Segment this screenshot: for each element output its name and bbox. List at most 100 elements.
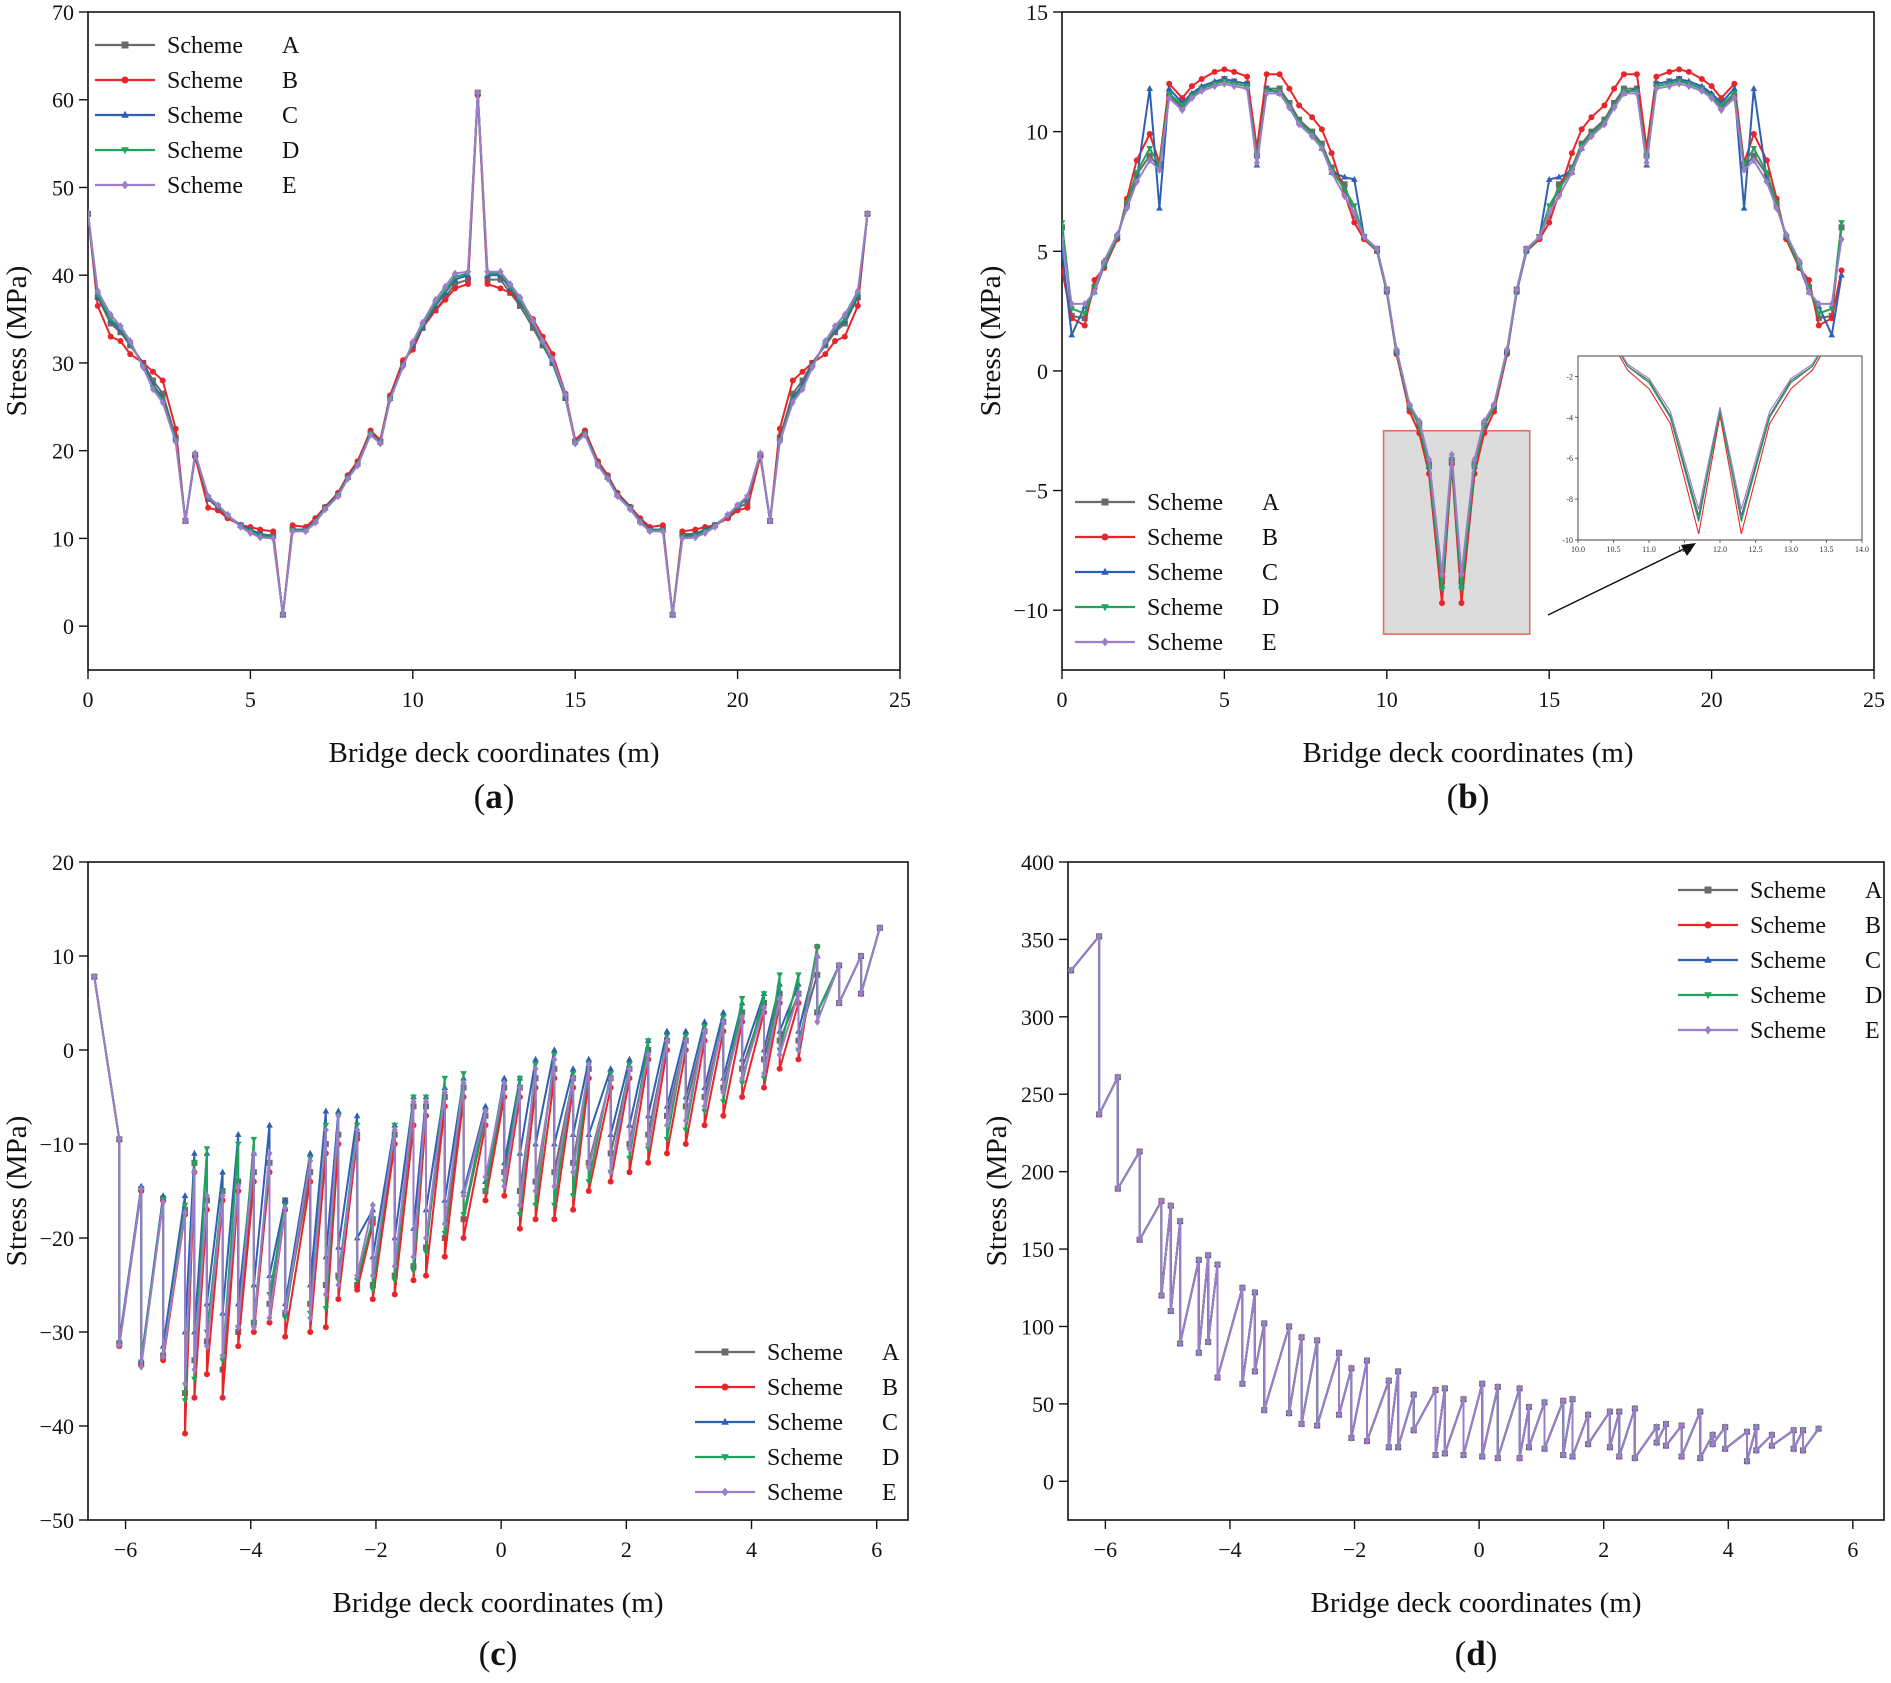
- data-point: [1685, 82, 1692, 91]
- legend-label: Scheme: [1147, 525, 1223, 551]
- data-point: [1708, 83, 1715, 90]
- data-point: [1348, 1434, 1355, 1442]
- data-point: [682, 1036, 689, 1045]
- data-point: [832, 329, 839, 336]
- legend-letter: D: [282, 138, 299, 164]
- data-point: [419, 318, 426, 327]
- inset-y-tick-label: -6: [1566, 454, 1573, 463]
- y-tick-label: −20: [40, 1226, 74, 1251]
- data-point: [116, 1135, 123, 1144]
- data-point: [814, 952, 821, 960]
- data-point: [400, 362, 407, 371]
- data-point: [1790, 1426, 1797, 1435]
- legend: Scheme A Scheme B Scheme C Scheme D Scheme E: [1075, 490, 1280, 656]
- data-point: [149, 377, 156, 384]
- data-point: [149, 368, 156, 375]
- data-point: [585, 1055, 593, 1062]
- data-point: [1166, 80, 1173, 87]
- data-point: [410, 1252, 417, 1261]
- plot-area: [90, 923, 884, 1437]
- data-point: [441, 1230, 449, 1237]
- data-point: [250, 1323, 257, 1332]
- data-point: [646, 527, 653, 536]
- data-point: [594, 461, 601, 470]
- data-point: [1146, 156, 1153, 165]
- y-tick-label: 10: [52, 526, 74, 551]
- data-point: [720, 1088, 727, 1097]
- data-point: [720, 1099, 727, 1106]
- y-tick-label: 20: [52, 850, 74, 875]
- data-point: [607, 1168, 614, 1177]
- data-point: [452, 285, 459, 292]
- data-point: [626, 1055, 633, 1062]
- data-point: [832, 338, 839, 344]
- data-point: [182, 516, 189, 525]
- data-point: [663, 1033, 671, 1040]
- data-point: [1114, 1073, 1121, 1082]
- data-point: [191, 1168, 198, 1177]
- data-point: [1653, 1423, 1660, 1432]
- legend-label: Scheme: [167, 138, 243, 164]
- data-point: [224, 510, 231, 519]
- series-line-c: [1070, 935, 1820, 1463]
- y-tick-label: 250: [1021, 1082, 1054, 1107]
- data-point: [539, 337, 546, 345]
- panel-caption: (c): [479, 1634, 518, 1673]
- data-point: [1221, 66, 1228, 73]
- data-point: [1318, 126, 1325, 133]
- data-point: [289, 522, 296, 529]
- x-tick-label: 20: [727, 687, 749, 712]
- data-point: [1309, 114, 1316, 121]
- data-point: [1361, 233, 1368, 241]
- data-point: [854, 287, 861, 295]
- data-point: [767, 516, 774, 525]
- data-point: [1790, 1444, 1797, 1453]
- data-point: [369, 1296, 376, 1303]
- data-point: [1601, 120, 1608, 129]
- data-point: [354, 461, 361, 470]
- legend-label: Scheme: [1147, 490, 1223, 516]
- y-tick-label: 5: [1037, 239, 1048, 264]
- data-point: [127, 351, 134, 358]
- data-point: [532, 1055, 539, 1062]
- data-point: [501, 1192, 508, 1199]
- data-point: [841, 333, 848, 340]
- data-point: [570, 1206, 577, 1213]
- data-point: [1091, 288, 1098, 296]
- data-point: [1676, 66, 1683, 73]
- inset-y-tick-label: -2: [1566, 372, 1573, 381]
- data-point: [160, 1198, 167, 1207]
- data-point: [720, 1008, 727, 1015]
- data-point: [1448, 450, 1455, 459]
- data-point: [682, 1027, 690, 1034]
- data-point: [701, 1122, 708, 1129]
- legend-marker: [1101, 637, 1109, 647]
- data-point: [572, 439, 579, 448]
- data-point: [669, 610, 676, 619]
- legend: Scheme A Scheme B Scheme C Scheme D Scheme E: [695, 1340, 900, 1506]
- data-point: [795, 1056, 802, 1063]
- data-point: [795, 972, 802, 979]
- legend-marker: [1704, 1025, 1712, 1035]
- data-point: [203, 1146, 211, 1153]
- data-point: [1662, 1441, 1669, 1450]
- legend-label: Scheme: [1750, 913, 1826, 939]
- data-point: [474, 88, 481, 97]
- data-point: [482, 1173, 489, 1181]
- y-tick-label: 0: [63, 1038, 74, 1063]
- data-point: [720, 1017, 727, 1026]
- data-point: [1653, 84, 1660, 93]
- data-point: [497, 285, 504, 292]
- data-point: [172, 437, 179, 446]
- data-point: [302, 527, 309, 536]
- data-point: [410, 1097, 417, 1106]
- data-point: [1743, 1457, 1750, 1466]
- data-point: [1643, 158, 1650, 167]
- legend-marker: [1101, 604, 1109, 612]
- caption-open: (: [479, 1634, 491, 1673]
- data-point: [1662, 1420, 1669, 1428]
- data-point: [1541, 1398, 1548, 1407]
- data-point: [679, 534, 686, 543]
